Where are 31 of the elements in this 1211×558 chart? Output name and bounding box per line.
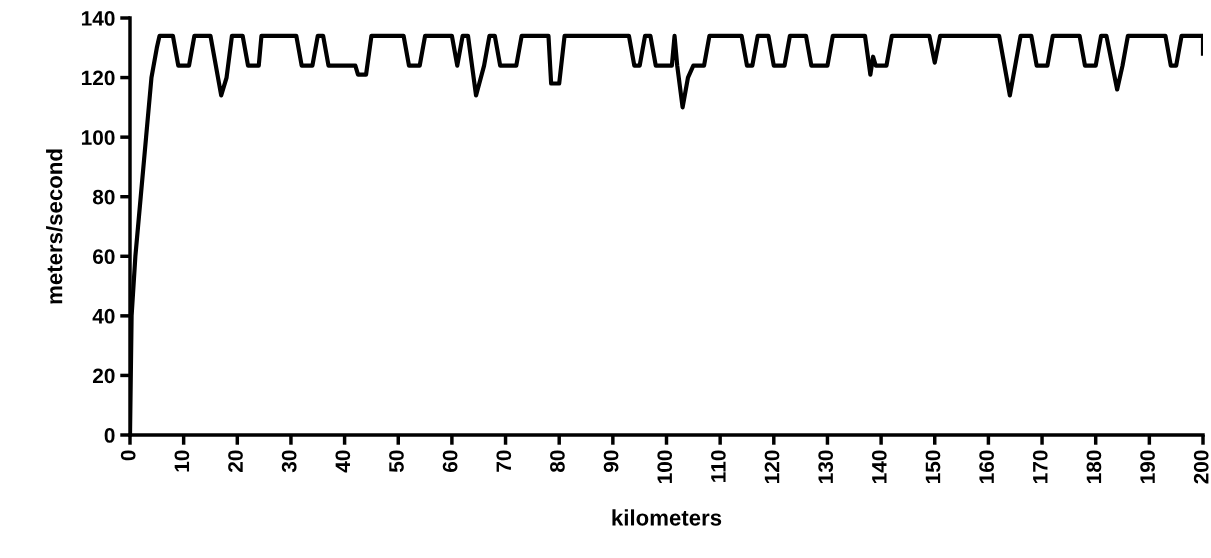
x-tick-label: 10 — [174, 450, 190, 472]
y-tick-label: 0 — [104, 428, 115, 443]
x-tick-label: 100 — [657, 450, 673, 484]
x-tick-label: 0 — [120, 450, 136, 461]
y-axis-title: meters/second — [46, 149, 63, 304]
y-tick-label: 20 — [92, 368, 115, 384]
x-tick-label: 60 — [442, 450, 458, 472]
y-tick-label: 40 — [92, 308, 115, 324]
x-tick-label: 80 — [550, 450, 565, 473]
x-tick-label: 120 — [764, 450, 780, 484]
y-tick-label: 80 — [92, 189, 115, 205]
x-tick-label: 170 — [1032, 450, 1048, 484]
x-tick-label: 70 — [496, 450, 512, 472]
x-axis-title: kilometers — [612, 509, 722, 526]
x-tick-label: 150 — [925, 450, 941, 484]
y-tick-label: 140 — [81, 11, 115, 26]
y-tick-label: 60 — [93, 249, 115, 265]
y-tick-label: 120 — [81, 70, 115, 86]
x-tick-label: 30 — [281, 450, 297, 473]
x-tick-label: 160 — [979, 450, 994, 484]
y-tick-label: 100 — [81, 130, 115, 145]
x-tick-label: 180 — [1086, 450, 1102, 484]
x-tick-label: 200 — [1193, 450, 1209, 484]
x-tick-label: 110 — [710, 450, 726, 482]
x-tick-label: 190 — [1140, 450, 1155, 484]
x-tick-label: 90 — [603, 450, 619, 473]
x-tick-label: 20 — [228, 450, 243, 473]
x-tick-label: 130 — [818, 450, 834, 484]
x-tick-label: 140 — [871, 450, 887, 484]
x-tick-label: 40 — [335, 450, 351, 473]
x-tick-label: 50 — [389, 450, 404, 473]
